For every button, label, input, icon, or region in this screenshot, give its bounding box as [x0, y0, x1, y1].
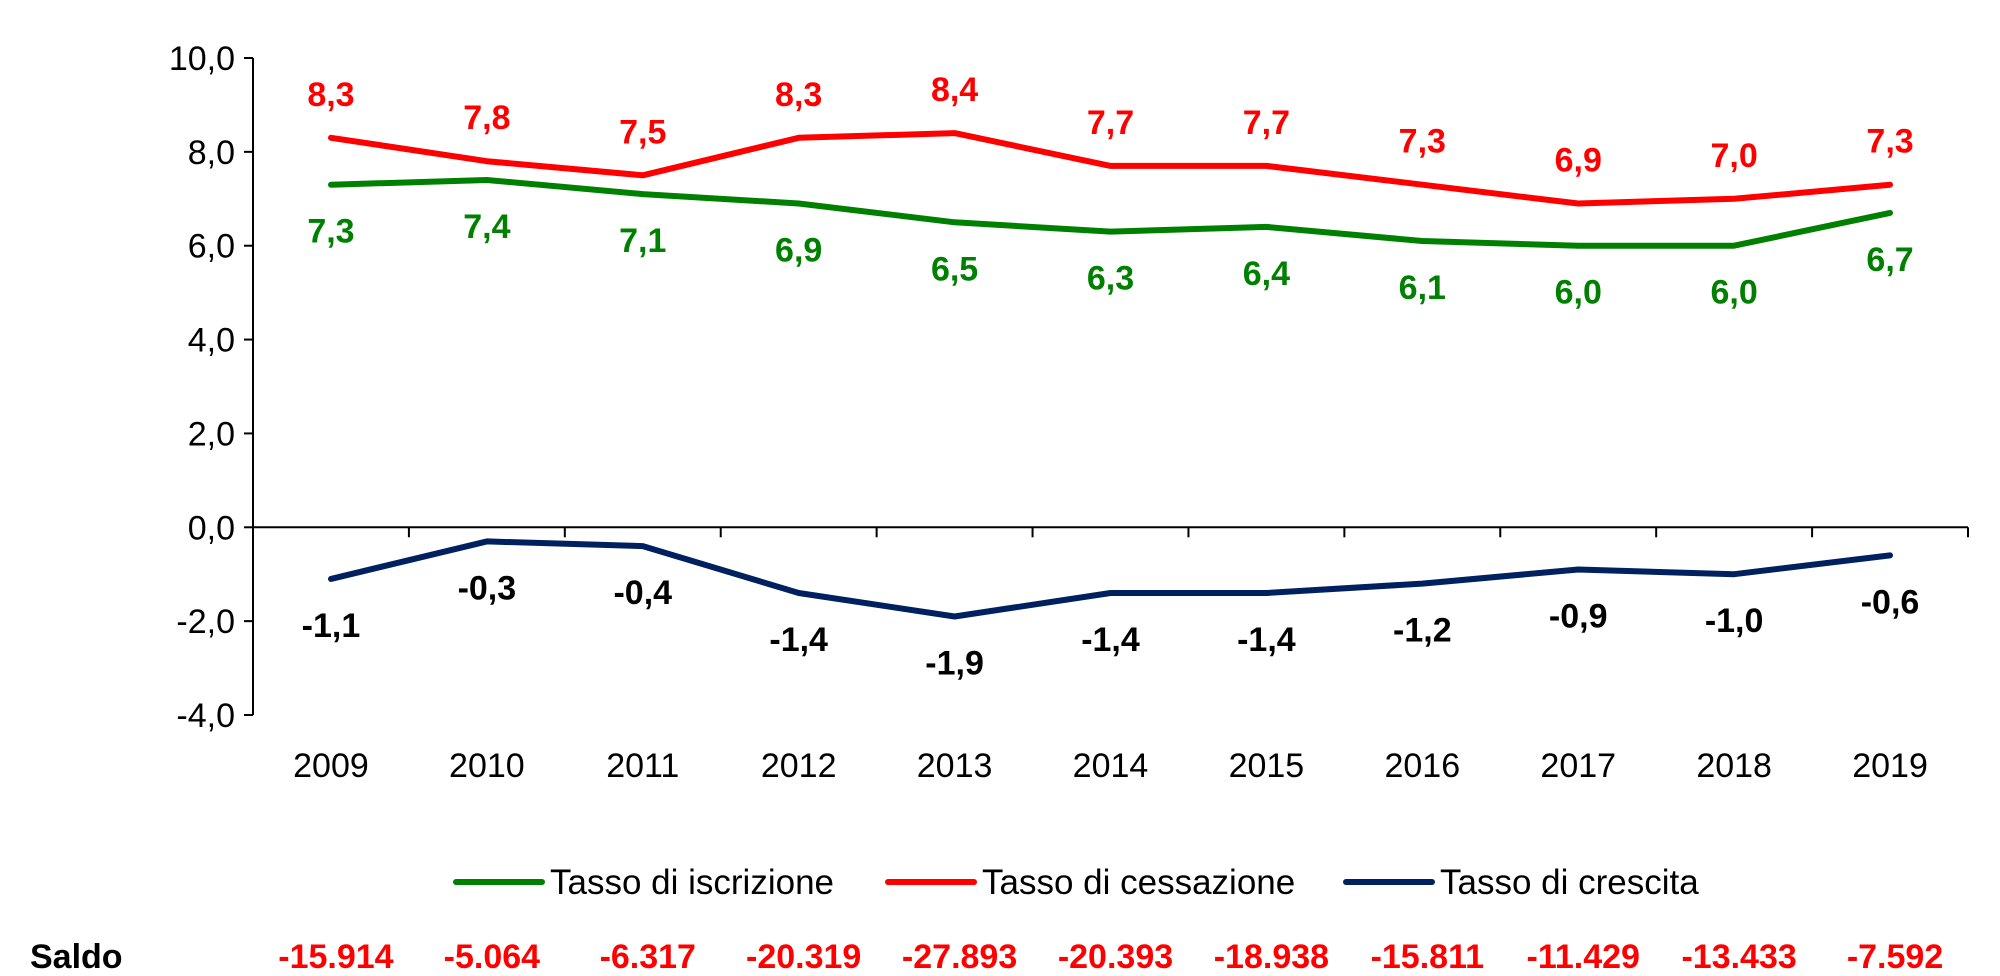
saldo-value: -5.064: [444, 938, 540, 976]
y-tick-label: 4,0: [188, 322, 235, 360]
y-tick-label: 10,0: [169, 40, 235, 78]
data-label: -0,4: [613, 574, 672, 612]
data-label: 7,8: [463, 99, 510, 137]
saldo-value: -15.811: [1371, 938, 1484, 976]
saldo-value: -13.433: [1681, 938, 1796, 976]
x-tick-label: 2018: [1696, 747, 1772, 785]
y-tick-label: 6,0: [188, 228, 235, 266]
legend-label: Tasso di iscrizione: [550, 863, 834, 902]
data-label: 7,7: [1243, 104, 1290, 142]
data-label: 7,3: [1866, 123, 1913, 161]
x-tick-label: 2019: [1852, 747, 1928, 785]
saldo-value: -7.592: [1847, 938, 1943, 976]
y-tick-label: 2,0: [188, 415, 235, 453]
data-label: 6,0: [1711, 274, 1758, 312]
legend-label: Tasso di cessazione: [982, 863, 1295, 902]
saldo-label: Saldo: [30, 938, 123, 976]
legend-label: Tasso di crescita: [1440, 863, 1699, 902]
data-label: -1,9: [925, 644, 984, 682]
x-tick-label: 2016: [1384, 747, 1460, 785]
data-label: 8,3: [307, 76, 354, 114]
series-line: [328, 130, 1893, 207]
data-label: 6,1: [1399, 269, 1446, 307]
saldo-value: -15.914: [278, 938, 393, 976]
data-label: -1,2: [1393, 612, 1452, 650]
saldo-value: -20.393: [1058, 938, 1173, 976]
x-tick-label: 2011: [606, 747, 679, 785]
x-tick-label: 2015: [1229, 747, 1305, 785]
y-tick-label: -2,0: [176, 603, 235, 641]
data-label: 6,9: [775, 231, 822, 269]
x-tick-label: 2014: [1073, 747, 1149, 785]
saldo-row: Saldo -15.914 -5.064 -6.317 -20.319 -27.893 -2…: [30, 938, 1943, 976]
saldo-value: -18.938: [1214, 938, 1329, 976]
data-label: 7,0: [1711, 137, 1758, 175]
series-lines: [328, 130, 1893, 620]
x-tick-label: 2009: [293, 747, 369, 785]
saldo-value: -11.429: [1527, 938, 1640, 976]
legend: Tasso di iscrizione Tasso di cessazione Ta…: [453, 863, 1699, 902]
series-line: [328, 538, 1893, 620]
data-label: -1,4: [1081, 621, 1140, 659]
data-label: -1,4: [1237, 621, 1296, 659]
data-label: 8,3: [775, 76, 822, 114]
data-label: -1,0: [1705, 602, 1764, 640]
data-label: 7,5: [619, 113, 666, 151]
x-tick-label: 2017: [1540, 747, 1616, 785]
data-label: -0,3: [458, 569, 517, 607]
saldo-value: -6.317: [600, 938, 696, 976]
data-label: 6,9: [1555, 141, 1602, 179]
y-tick-label: 8,0: [188, 134, 235, 172]
data-label: 6,3: [1087, 260, 1134, 298]
data-label: 7,3: [1399, 123, 1446, 161]
data-label: 7,4: [463, 208, 510, 246]
data-label: 6,0: [1555, 274, 1602, 312]
y-tick-label: 0,0: [188, 509, 235, 547]
x-tick-label: 2010: [449, 747, 525, 785]
y-tick-label: -4,0: [176, 697, 235, 735]
x-tick-label: 2012: [761, 747, 837, 785]
data-label: -0,9: [1549, 598, 1608, 636]
data-label: 7,7: [1087, 104, 1134, 142]
saldo-value: -20.319: [746, 938, 861, 976]
data-label: 7,1: [619, 222, 666, 260]
data-label: -0,6: [1861, 583, 1920, 621]
data-label: 8,4: [931, 71, 978, 109]
data-label: 6,5: [931, 250, 978, 288]
saldo-value: -27.893: [902, 938, 1017, 976]
x-axis: 2009 2010 2011 2012 2013 2014 2015 2016 2017 2018…: [253, 526, 1969, 785]
data-labels: 7,3 7,4 7,1 6,9 6,5 6,3 6,4 6,1 6,0 6,0 6,7 8,3 7,8 7…: [302, 71, 1920, 682]
series-line: [328, 177, 1893, 249]
data-label: 6,7: [1866, 241, 1913, 279]
x-tick-label: 2013: [917, 747, 993, 785]
data-label: -1,1: [302, 607, 361, 645]
data-label: -1,4: [769, 621, 828, 659]
y-axis: 10,0 8,0 6,0 4,0 2,0 0,0 -2,0 -4,0: [169, 40, 254, 735]
data-label: 6,4: [1243, 255, 1290, 293]
data-label: 7,3: [307, 213, 354, 251]
